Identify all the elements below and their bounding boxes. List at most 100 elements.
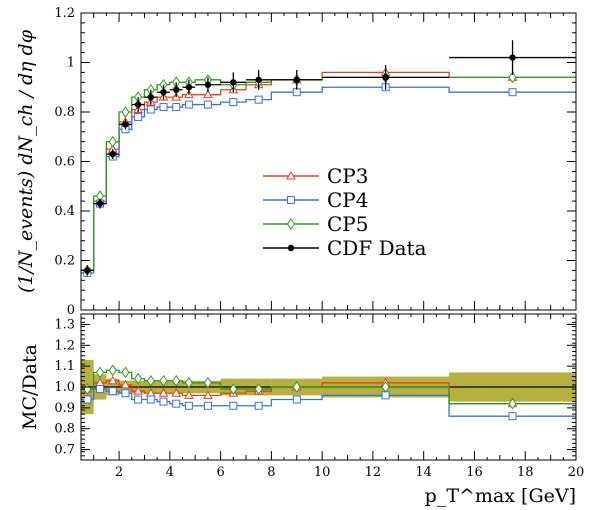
- data-point-cdf: [84, 267, 91, 274]
- data-point-cdf: [134, 101, 142, 108]
- x-tick-label: 14: [415, 465, 432, 480]
- x-axis-label: p_T^max [GeV]: [425, 485, 576, 507]
- ratio-point-cp4: [203, 401, 212, 410]
- ratio-point-cp4: [292, 395, 301, 404]
- data-point-cp4: [134, 112, 143, 121]
- y-tick-label: 0: [67, 303, 75, 318]
- data-point-cdf: [382, 74, 389, 81]
- data-point-cdf: [255, 76, 262, 84]
- ratio-point-cp4: [508, 412, 517, 421]
- data-point-cdf: [147, 93, 155, 101]
- ratio-point-cp3: [203, 390, 213, 399]
- data-point-cdf: [509, 54, 516, 61]
- y-tick-label: 1: [67, 56, 75, 71]
- legend-label: CP4: [327, 188, 368, 212]
- data-point-cdf: [96, 200, 104, 207]
- data-point-cp4: [159, 103, 168, 112]
- ratio-point-cp5: [108, 364, 117, 377]
- ratio-point-cp5: [134, 372, 143, 385]
- y-tick-label: 0.8: [54, 422, 75, 437]
- data-point-cdf: [204, 81, 212, 88]
- ratio-point-cp5: [146, 374, 155, 387]
- x-tick-label: 16: [466, 465, 483, 480]
- data-point-cp3: [203, 89, 213, 99]
- ratio-point-cp5: [229, 383, 238, 395]
- ratio-line-cp5: [81, 369, 576, 405]
- data-point-cdf: [293, 76, 300, 84]
- data-point-cdf: [109, 150, 116, 158]
- x-tick-label: 12: [365, 465, 382, 480]
- ratio-point-cp4: [159, 397, 168, 406]
- ratio-point-cp4: [184, 401, 193, 410]
- data-point-cdf: [230, 79, 237, 86]
- x-tick-label: 2: [115, 465, 123, 480]
- legend-label: CP5: [327, 212, 368, 236]
- y-tick-label: 0.4: [54, 204, 75, 219]
- ratio-point-cp5: [121, 366, 130, 379]
- ratio-point-cp5: [203, 376, 213, 389]
- ratio-point-cp3: [120, 379, 131, 389]
- y-tick-label: 1.2: [54, 338, 75, 353]
- data-point-cp5: [108, 135, 117, 148]
- data-point-cp4: [292, 88, 301, 97]
- ratio-point-cp5: [381, 381, 390, 393]
- x-tick-label: 4: [166, 465, 174, 480]
- data-point-cdf: [160, 89, 167, 96]
- ratio-y-axis-label: MC/Data: [19, 344, 41, 430]
- legend-marker: [286, 170, 296, 180]
- y-tick-label: 1.2: [54, 6, 75, 21]
- data-point-cp4: [254, 95, 263, 104]
- ratio-point-cp3: [184, 390, 194, 399]
- ratio-frame: [80, 313, 577, 461]
- y-tick-label: 1.3: [54, 317, 75, 332]
- ratio-point-cp4: [146, 395, 155, 404]
- ratio-point-cp3: [107, 375, 118, 385]
- y-tick-label: 0.8: [54, 105, 75, 120]
- x-tick-label: 6: [216, 465, 224, 480]
- legend-marker: [287, 196, 295, 204]
- ratio-plot: 0.7 0.8 0.9 1.0 1.1 1.2 1.3 2 4 6 8 10 12 14 16 18 20 MC/…: [19, 313, 585, 507]
- ratio-point-cp4: [83, 395, 92, 404]
- ratio-point-cp4: [108, 387, 117, 396]
- data-point-cdf: [122, 121, 129, 128]
- ratio-point-cp5: [184, 376, 193, 389]
- data-point-cp5: [508, 71, 517, 84]
- ratio-point-cp4: [254, 401, 263, 410]
- ratio-point-cp4: [134, 395, 143, 404]
- y-tick-label: 0.6: [54, 155, 75, 170]
- y-axis-label: (1/N_events) dN_ch / dη dφ: [15, 29, 37, 293]
- y-tick-label: 0.2: [54, 254, 75, 269]
- x-tick-label: 8: [267, 465, 275, 480]
- legend-label: CDF Data: [327, 236, 427, 260]
- ratio-point-cp5: [95, 366, 105, 379]
- legend-label: CP3: [327, 164, 368, 188]
- ratio-point-cp3: [133, 386, 143, 395]
- y-tick-label: 1.0: [54, 380, 75, 395]
- plot-frame: [80, 12, 577, 311]
- y-tick-label: 0.7: [54, 443, 75, 458]
- data-point-cdf: [172, 86, 180, 93]
- data-point-cp4: [146, 105, 155, 114]
- data-point-cp4: [229, 98, 238, 107]
- data-point-cp4: [184, 100, 193, 109]
- ratio-point-cp4: [229, 401, 238, 410]
- legend-marker: [286, 218, 296, 230]
- ratio-line-cp4: [81, 388, 576, 417]
- ratio-point-cp5: [508, 397, 517, 410]
- x-tick-label: 18: [517, 465, 534, 480]
- x-tick-label: 10: [314, 465, 331, 480]
- data-point-cdf: [185, 84, 193, 91]
- data-point-cp4: [203, 100, 212, 109]
- ratio-point-cp3: [158, 388, 169, 397]
- ratio-point-cp5: [172, 374, 181, 387]
- data-point-cp5: [121, 106, 130, 118]
- ratio-point-cp4: [96, 385, 105, 394]
- y-tick-label: 1.1: [54, 359, 75, 374]
- ratio-point-cp3: [171, 388, 182, 397]
- ratio-point-cp5: [292, 381, 301, 393]
- data-point-cp4: [172, 103, 181, 112]
- ratio-point-cp4: [172, 399, 181, 408]
- x-tick-label: 20: [568, 465, 585, 480]
